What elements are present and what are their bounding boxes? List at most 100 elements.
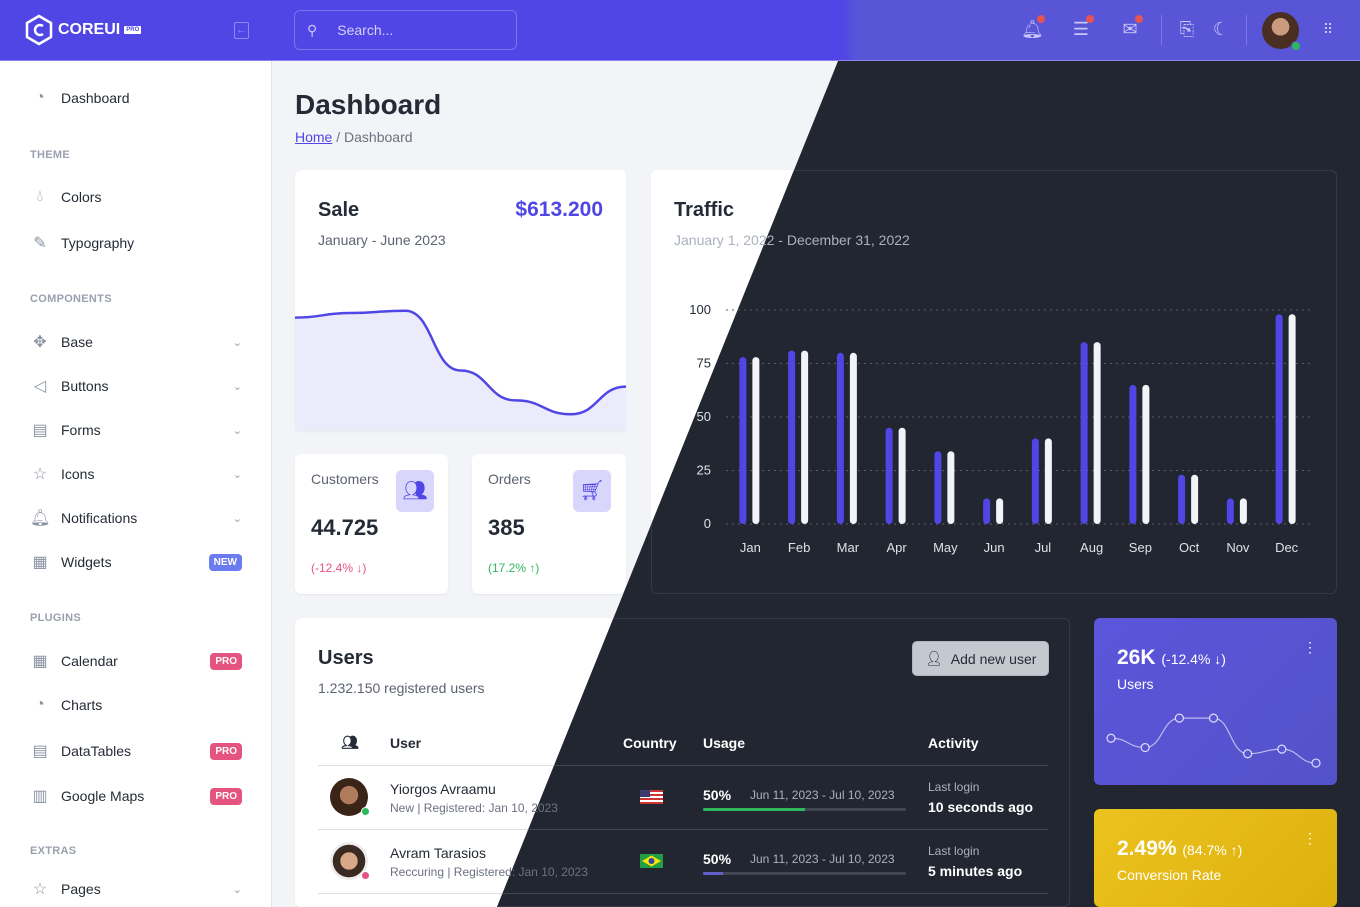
pro-badge: PRO: [210, 787, 242, 805]
user-meta: Reccuring | Registered: Jan 10, 2023: [390, 865, 588, 879]
sidebar-item-pages[interactable]: ☆ Pages ⌄: [30, 879, 242, 899]
widget-value: 26K (-12.4% ↓): [1117, 646, 1226, 670]
envelope-icon[interactable]: ✉: [1119, 15, 1143, 42]
customers-change: (-12.4% ↓): [311, 561, 367, 575]
add-new-user-button[interactable]: 👤︎ Add new user: [912, 641, 1050, 676]
chevron-down-icon: ⌄: [232, 336, 242, 349]
user-avatar[interactable]: [1262, 12, 1301, 51]
sidebar-item-label: Calendar: [61, 653, 118, 669]
widget-label: Users: [1117, 676, 1154, 692]
breadcrumb-home[interactable]: Home: [295, 129, 333, 145]
sidebar-item-datatables[interactable]: ▤ DataTables PRO: [30, 741, 242, 761]
table-row[interactable]: [318, 893, 1048, 905]
users-line: [1110, 717, 1317, 764]
moon-icon[interactable]: ☾: [1212, 19, 1230, 39]
new-badge: NEW: [208, 553, 242, 571]
section-extras: EXTRAS: [30, 845, 77, 857]
sale-period: January - June 2023: [318, 232, 446, 248]
list-icon[interactable]: ☰: [1070, 15, 1094, 42]
pro-badge: PRO: [210, 742, 242, 760]
table-row[interactable]: Yiorgos Avraamu New | Registered: Jan 10…: [318, 765, 1048, 829]
user-name: Yiorgos Avraamu: [390, 781, 496, 797]
conversion-widget: 2.49% (84.7% ↑) Conversion Rate ⋮: [1094, 809, 1337, 907]
sale-card: Sale $613.200 January - June 2023: [295, 170, 626, 431]
bell-icon[interactable]: 🔔︎: [1021, 15, 1045, 42]
notes-icon: ▤: [32, 422, 48, 439]
puzzle-icon: ✥: [33, 334, 47, 351]
users-point: [1106, 733, 1116, 743]
breadcrumb-current: Dashboard: [344, 129, 413, 145]
y-tick-label: 0: [704, 516, 711, 531]
sale-line: [295, 309, 626, 416]
sidebar-item-charts[interactable]: ◔ Charts: [30, 696, 242, 714]
bar-jul-1: [1031, 438, 1039, 524]
x-tick-label: Jun: [984, 540, 1005, 555]
users-card: Users 1.232.150 registered users 👤︎ Add n…: [295, 618, 1070, 907]
column-user[interactable]: User: [390, 735, 422, 751]
y-tick-label: 75: [697, 356, 711, 371]
sale-value: $613.200: [515, 198, 603, 221]
notification-dot: [1037, 15, 1045, 23]
y-tick-label: 100: [689, 302, 711, 317]
sidebar-item-label: Icons: [61, 466, 95, 482]
language-icon[interactable]: ⎘: [1179, 19, 1195, 39]
sidebar-item-dashboard[interactable]: ◔ Dashboard: [30, 89, 242, 107]
sidebar-item-label: Colors: [61, 189, 102, 205]
activity-label: Last login: [928, 780, 980, 794]
bar-jan-2: [752, 357, 760, 524]
star-icon: ☆: [32, 881, 48, 898]
sidebar-item-buttons[interactable]: ◁ Buttons ⌄: [30, 376, 242, 396]
sidebar-item-forms[interactable]: ▤ Forms ⌄: [30, 420, 242, 440]
usage-progress-fill: [703, 808, 805, 811]
search-box[interactable]: ⚲: [294, 10, 517, 50]
column-usage[interactable]: Usage: [703, 735, 746, 751]
bar-may-2: [947, 451, 955, 524]
content-layer: Dashboard Home / Dashboard Sale $613.200…: [272, 61, 1360, 907]
usage-progress: [703, 872, 906, 875]
users-subtitle: 1.232.150 registered users: [318, 680, 485, 696]
bar-oct-2: [1191, 474, 1199, 524]
coreui-logo[interactable]: COREUI PRO: [24, 14, 142, 46]
bar-may-1: [934, 451, 942, 524]
orders-label: Orders: [488, 471, 531, 487]
y-tick-label: 50: [697, 409, 711, 424]
speedometer-icon: ◔: [35, 89, 45, 106]
orders-card: Orders 🛒︎ 385 (17.2% ↑): [472, 454, 626, 594]
apps-icon[interactable]: ⠿: [1322, 21, 1334, 37]
main-content: Dashboard Home / Dashboard Sale $613.200…: [272, 61, 1360, 907]
sidebar-item-notifications[interactable]: 🔔︎ Notifications ⌄: [30, 508, 242, 528]
users-point: [1140, 742, 1150, 753]
usage-progress: [703, 808, 906, 811]
chart-pie-icon: ◔: [35, 696, 45, 713]
sidebar-item-widgets[interactable]: ▦ Widgets NEW: [30, 552, 242, 572]
sidebar-item-google-maps[interactable]: ▥ Google Maps PRO: [30, 786, 242, 806]
sidebar-item-label: Google Maps: [61, 788, 145, 804]
sidebar-toggle-icon[interactable]: ←: [234, 22, 249, 39]
bar-apr-2: [898, 427, 906, 524]
customers-label: Customers: [311, 471, 379, 487]
sidebar-item-typography[interactable]: ✎ Typography: [30, 233, 242, 253]
x-tick-label: Jan: [740, 540, 761, 555]
more-options-icon[interactable]: ⋮: [1303, 639, 1317, 655]
more-options-icon[interactable]: ⋮: [1303, 830, 1317, 846]
column-country[interactable]: Country: [623, 735, 677, 751]
sidebar-item-colors[interactable]: 💧︎ Colors: [30, 188, 242, 206]
button-label: Add new user: [950, 650, 1037, 667]
logo-text: COREUI: [58, 21, 121, 38]
sidebar-item-icons[interactable]: ☆ Icons ⌄: [30, 464, 242, 484]
sidebar-item-base[interactable]: ✥ Base ⌄: [30, 332, 242, 352]
column-activity[interactable]: Activity: [928, 735, 979, 751]
sidebar-item-calendar[interactable]: ▦ Calendar PRO: [30, 651, 242, 671]
pro-badge: PRO: [210, 652, 242, 670]
orders-change: (17.2% ↑): [488, 561, 540, 575]
x-tick-label: Apr: [887, 540, 908, 555]
sidebar-item-label: Notifications: [61, 510, 138, 526]
search-input[interactable]: [337, 22, 488, 38]
cart-icon: 🛒︎: [573, 470, 611, 512]
widget-change: (-12.4% ↓): [1161, 651, 1226, 667]
users-point: [1243, 749, 1253, 759]
customers-value: 44.725: [311, 515, 379, 540]
users-title: Users: [318, 647, 374, 669]
people-icon: 👥︎: [396, 470, 434, 512]
table-row[interactable]: Avram Tarasios Reccuring | Registered: J…: [318, 829, 1048, 893]
